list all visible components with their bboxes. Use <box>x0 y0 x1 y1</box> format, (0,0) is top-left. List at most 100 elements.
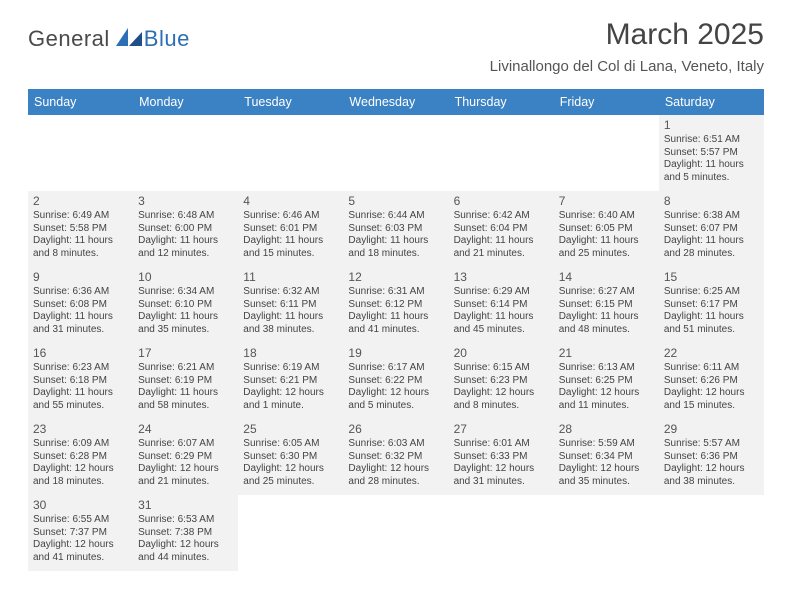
daylight-text: Daylight: 12 hours and 35 minutes. <box>559 463 654 488</box>
calendar-cell: 27Sunrise: 6:01 AMSunset: 6:33 PMDayligh… <box>449 419 554 495</box>
sunrise-text: Sunrise: 6:55 AM <box>33 514 128 527</box>
sunrise-text: Sunrise: 5:59 AM <box>559 438 654 451</box>
calendar-cell: 11Sunrise: 6:32 AMSunset: 6:11 PMDayligh… <box>238 267 343 343</box>
daylight-text: Daylight: 11 hours and 55 minutes. <box>33 387 128 412</box>
day-number: 21 <box>559 346 654 361</box>
day-number: 13 <box>454 270 549 285</box>
logo-sail-icon <box>116 28 142 46</box>
day-number: 5 <box>348 194 443 209</box>
calendar-cell: 12Sunrise: 6:31 AMSunset: 6:12 PMDayligh… <box>343 267 448 343</box>
calendar-cell-blank <box>449 495 554 571</box>
sunrise-text: Sunrise: 6:40 AM <box>559 210 654 223</box>
calendar-cell: 15Sunrise: 6:25 AMSunset: 6:17 PMDayligh… <box>659 267 764 343</box>
daylight-text: Daylight: 12 hours and 25 minutes. <box>243 463 338 488</box>
weekday-header: Friday <box>554 89 659 115</box>
calendar-cell: 17Sunrise: 6:21 AMSunset: 6:19 PMDayligh… <box>133 343 238 419</box>
weekday-header: Monday <box>133 89 238 115</box>
sunrise-text: Sunrise: 6:27 AM <box>559 286 654 299</box>
calendar-cell: 29Sunrise: 5:57 AMSunset: 6:36 PMDayligh… <box>659 419 764 495</box>
weekday-header-row: Sunday Monday Tuesday Wednesday Thursday… <box>28 89 764 115</box>
sunrise-text: Sunrise: 6:31 AM <box>348 286 443 299</box>
calendar-cell: 19Sunrise: 6:17 AMSunset: 6:22 PMDayligh… <box>343 343 448 419</box>
sunset-text: Sunset: 6:36 PM <box>664 451 759 464</box>
sunset-text: Sunset: 6:26 PM <box>664 375 759 388</box>
daylight-text: Daylight: 11 hours and 35 minutes. <box>138 311 233 336</box>
calendar-cell: 30Sunrise: 6:55 AMSunset: 7:37 PMDayligh… <box>28 495 133 571</box>
sunset-text: Sunset: 6:03 PM <box>348 223 443 236</box>
calendar-cell: 23Sunrise: 6:09 AMSunset: 6:28 PMDayligh… <box>28 419 133 495</box>
calendar-cell: 2Sunrise: 6:49 AMSunset: 5:58 PMDaylight… <box>28 191 133 267</box>
calendar-cell: 8Sunrise: 6:38 AMSunset: 6:07 PMDaylight… <box>659 191 764 267</box>
calendar-cell-blank <box>133 115 238 191</box>
day-number: 22 <box>664 346 759 361</box>
day-number: 10 <box>138 270 233 285</box>
calendar-cell: 14Sunrise: 6:27 AMSunset: 6:15 PMDayligh… <box>554 267 659 343</box>
day-number: 29 <box>664 422 759 437</box>
day-number: 20 <box>454 346 549 361</box>
calendar-cell-blank <box>343 115 448 191</box>
day-number: 14 <box>559 270 654 285</box>
sunrise-text: Sunrise: 6:53 AM <box>138 514 233 527</box>
sunset-text: Sunset: 6:01 PM <box>243 223 338 236</box>
sunset-text: Sunset: 6:23 PM <box>454 375 549 388</box>
sunrise-text: Sunrise: 6:17 AM <box>348 362 443 375</box>
weekday-header: Wednesday <box>343 89 448 115</box>
sunrise-text: Sunrise: 6:07 AM <box>138 438 233 451</box>
sunset-text: Sunset: 6:29 PM <box>138 451 233 464</box>
daylight-text: Daylight: 11 hours and 21 minutes. <box>454 235 549 260</box>
daylight-text: Daylight: 11 hours and 58 minutes. <box>138 387 233 412</box>
sunset-text: Sunset: 5:58 PM <box>33 223 128 236</box>
day-number: 9 <box>33 270 128 285</box>
calendar-cell: 24Sunrise: 6:07 AMSunset: 6:29 PMDayligh… <box>133 419 238 495</box>
calendar-cell: 3Sunrise: 6:48 AMSunset: 6:00 PMDaylight… <box>133 191 238 267</box>
day-number: 30 <box>33 498 128 513</box>
daylight-text: Daylight: 11 hours and 12 minutes. <box>138 235 233 260</box>
sunrise-text: Sunrise: 6:09 AM <box>33 438 128 451</box>
sunset-text: Sunset: 6:18 PM <box>33 375 128 388</box>
day-number: 3 <box>138 194 233 209</box>
daylight-text: Daylight: 12 hours and 8 minutes. <box>454 387 549 412</box>
sunset-text: Sunset: 6:12 PM <box>348 299 443 312</box>
daylight-text: Daylight: 11 hours and 25 minutes. <box>559 235 654 260</box>
sunset-text: Sunset: 7:38 PM <box>138 527 233 540</box>
calendar-cell-blank <box>554 115 659 191</box>
daylight-text: Daylight: 12 hours and 21 minutes. <box>138 463 233 488</box>
sunset-text: Sunset: 6:05 PM <box>559 223 654 236</box>
calendar-cell: 20Sunrise: 6:15 AMSunset: 6:23 PMDayligh… <box>449 343 554 419</box>
sunset-text: Sunset: 6:21 PM <box>243 375 338 388</box>
sunrise-text: Sunrise: 6:44 AM <box>348 210 443 223</box>
calendar-grid: 1Sunrise: 6:51 AMSunset: 5:57 PMDaylight… <box>28 115 764 571</box>
calendar-page: General Blue March 2025 Livinallongo del… <box>0 0 792 589</box>
weekday-header: Sunday <box>28 89 133 115</box>
sunset-text: Sunset: 6:04 PM <box>454 223 549 236</box>
sunrise-text: Sunrise: 6:38 AM <box>664 210 759 223</box>
sunrise-text: Sunrise: 6:29 AM <box>454 286 549 299</box>
sunset-text: Sunset: 6:30 PM <box>243 451 338 464</box>
sunset-text: Sunset: 5:57 PM <box>664 147 759 160</box>
calendar-cell-blank <box>238 115 343 191</box>
day-number: 18 <box>243 346 338 361</box>
calendar-cell: 25Sunrise: 6:05 AMSunset: 6:30 PMDayligh… <box>238 419 343 495</box>
sunrise-text: Sunrise: 6:13 AM <box>559 362 654 375</box>
daylight-text: Daylight: 12 hours and 15 minutes. <box>664 387 759 412</box>
calendar-cell: 4Sunrise: 6:46 AMSunset: 6:01 PMDaylight… <box>238 191 343 267</box>
day-number: 27 <box>454 422 549 437</box>
day-number: 2 <box>33 194 128 209</box>
location-subtitle: Livinallongo del Col di Lana, Veneto, It… <box>490 58 764 75</box>
daylight-text: Daylight: 12 hours and 1 minute. <box>243 387 338 412</box>
sunset-text: Sunset: 6:33 PM <box>454 451 549 464</box>
sunrise-text: Sunrise: 6:49 AM <box>33 210 128 223</box>
calendar-cell-blank <box>554 495 659 571</box>
daylight-text: Daylight: 11 hours and 41 minutes. <box>348 311 443 336</box>
sunrise-text: Sunrise: 6:25 AM <box>664 286 759 299</box>
daylight-text: Daylight: 11 hours and 38 minutes. <box>243 311 338 336</box>
calendar-cell: 16Sunrise: 6:23 AMSunset: 6:18 PMDayligh… <box>28 343 133 419</box>
title-block: March 2025 Livinallongo del Col di Lana,… <box>490 18 764 75</box>
sunset-text: Sunset: 6:10 PM <box>138 299 233 312</box>
calendar-cell: 1Sunrise: 6:51 AMSunset: 5:57 PMDaylight… <box>659 115 764 191</box>
sunset-text: Sunset: 6:28 PM <box>33 451 128 464</box>
logo: General Blue <box>28 18 190 52</box>
daylight-text: Daylight: 11 hours and 48 minutes. <box>559 311 654 336</box>
sunrise-text: Sunrise: 6:19 AM <box>243 362 338 375</box>
sunset-text: Sunset: 6:32 PM <box>348 451 443 464</box>
